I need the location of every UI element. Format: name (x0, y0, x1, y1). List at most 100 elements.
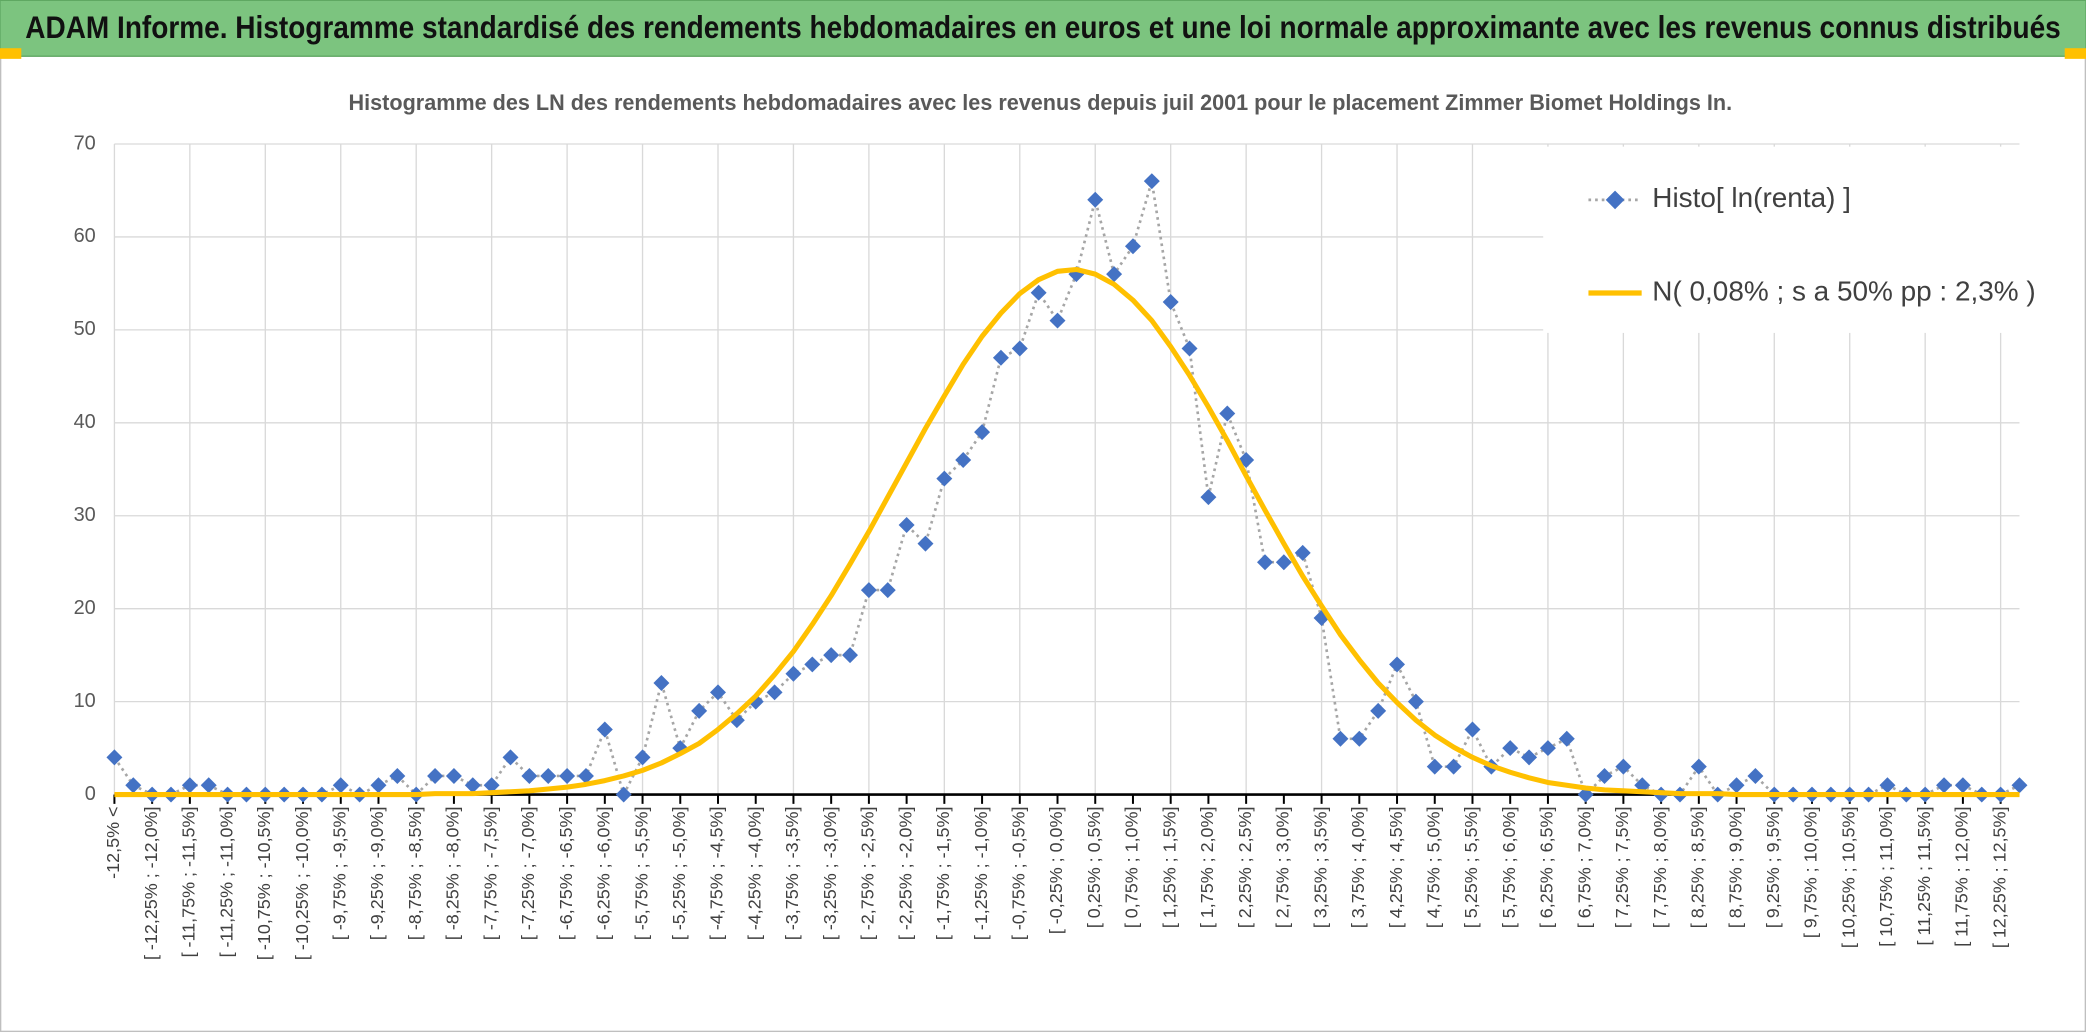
data-point (1954, 777, 1971, 794)
x-tick-label: [ -9,75% ; -9,5%] (329, 807, 349, 941)
legend-marker (1605, 190, 1625, 210)
x-tick-label: [ 11,25% ; 11,5%] (1914, 807, 1934, 946)
data-point (1124, 238, 1141, 255)
x-tick-label: [ -2,75% ; -2,5%] (858, 807, 878, 941)
data-point (2011, 777, 2028, 794)
y-tick-label: 40 (74, 411, 96, 433)
x-tick-label: [ 10,75% ; 11,0%] (1876, 807, 1896, 947)
data-point (106, 749, 123, 766)
data-point (1087, 191, 1104, 208)
x-tick-label: [ -4,75% ; -4,5%] (707, 807, 727, 941)
data-point (1521, 749, 1538, 766)
x-tick-label: [ 7,75% ; 8,0%] (1650, 807, 1670, 929)
x-tick-label: [ 8,25% ; 8,5%] (1688, 807, 1708, 929)
x-tick-label: [ 6,25% ; 6,5%] (1537, 807, 1557, 929)
header-bar (0, 0, 2086, 57)
data-point (936, 470, 953, 487)
data-point (1275, 554, 1292, 571)
data-point (879, 582, 896, 599)
x-tick-label: -12,5% < (103, 807, 123, 879)
x-tick-label: [ -0,75% ; -0,5%] (1009, 807, 1029, 941)
series-line (114, 266, 2020, 798)
x-tick-label: [ 1,25% ; 1,5%] (1159, 807, 1179, 929)
data-point (1539, 740, 1556, 757)
x-tick-label: [ -11,75% ; -11,5%] (179, 807, 199, 958)
data-point (596, 721, 613, 738)
data-point (766, 684, 783, 701)
data-point (992, 349, 1009, 366)
data-point (1332, 730, 1349, 747)
x-tick-label: [ 9,25% ; 9,5%] (1763, 807, 1783, 929)
data-point (1294, 544, 1311, 561)
page-title: ADAM Informe. Histogramme standardisé de… (25, 9, 2060, 45)
data-point (1596, 767, 1613, 784)
data-point (1407, 693, 1424, 710)
data-point (502, 749, 519, 766)
x-tick-label: [ -3,25% ; -3,0%] (820, 807, 840, 941)
data-point (1558, 730, 1575, 747)
data-point (1879, 777, 1896, 794)
data-point (1728, 777, 1745, 794)
data-point (1370, 702, 1387, 719)
x-tick-label: [ 3,25% ; 3,5%] (1310, 807, 1330, 929)
x-tick-label: [ 4,75% ; 5,0%] (1423, 807, 1443, 929)
x-tick-label: [ 5,25% ; 5,5%] (1461, 807, 1481, 929)
y-tick-label: 10 (74, 690, 96, 712)
x-tick-label: [ 2,75% ; 3,0%] (1273, 807, 1293, 929)
legend-label: N( 0,08% ; s a 50% pp : 2,3% ) (1652, 275, 2035, 306)
data-point (1162, 294, 1179, 310)
x-tick-label: [ 1,75% ; 2,0%] (1197, 807, 1217, 929)
data-point (691, 702, 708, 719)
data-point (445, 767, 462, 784)
data-point (389, 767, 406, 784)
data-point (710, 684, 726, 701)
corner (2064, 48, 2086, 59)
data-point (1445, 758, 1462, 775)
data-point (370, 777, 387, 794)
data-point (842, 647, 859, 664)
x-tick-label: [ -5,25% ; -5,0%] (669, 807, 689, 941)
y-tick-label: 30 (74, 504, 96, 526)
data-point (1257, 554, 1273, 571)
data-point (653, 675, 670, 692)
data-point (540, 767, 557, 784)
data-point (483, 777, 500, 794)
data-point (615, 786, 632, 803)
data-point (521, 767, 538, 784)
x-tick-label: [ -1,25% ; -1,0%] (971, 807, 991, 941)
data-point (1615, 758, 1632, 775)
legend-box (1543, 146, 2023, 333)
data-point (1030, 284, 1047, 301)
data-point (1181, 340, 1198, 357)
x-tick-label: [ 0,25% ; 0,5%] (1084, 807, 1104, 929)
data-point (559, 767, 576, 784)
x-tick-label: [ 10,25% ; 10,5%] (1838, 807, 1858, 949)
x-tick-label: [ -8,75% ; -8,5%] (405, 807, 425, 941)
data-point (181, 777, 198, 794)
data-point (1747, 767, 1764, 784)
data-point (634, 749, 651, 766)
y-tick-label: 70 (74, 132, 96, 154)
data-point (823, 647, 840, 664)
data-point (785, 665, 802, 682)
y-tick-label: 20 (74, 597, 96, 619)
x-tick-label: [ 2,25% ; 2,5%] (1235, 807, 1255, 929)
data-point (955, 451, 972, 468)
corner (0, 48, 22, 59)
x-tick-label: [ -6,75% ; -6,5%] (556, 807, 576, 941)
data-point (1690, 758, 1707, 775)
data-point (672, 740, 689, 757)
x-tick-label: [ 0,75% ; 1,0%] (1122, 807, 1142, 929)
data-point (332, 777, 349, 794)
x-tick-label: [ -0,25% ; 0,0%] (1046, 807, 1066, 935)
data-point (1200, 489, 1217, 506)
data-point (1219, 405, 1236, 422)
x-tick-label: [ 8,75% ; 9,0%] (1725, 807, 1745, 929)
x-tick-label: [ 12,25% ; 12,5%] (1989, 807, 2009, 949)
x-tick-label: [ -12,25% ; -12,0%] (141, 807, 161, 961)
data-point (464, 777, 481, 794)
y-tick-label: 50 (74, 318, 96, 340)
x-tick-label: [ -2,25% ; -2,0%] (895, 807, 915, 941)
